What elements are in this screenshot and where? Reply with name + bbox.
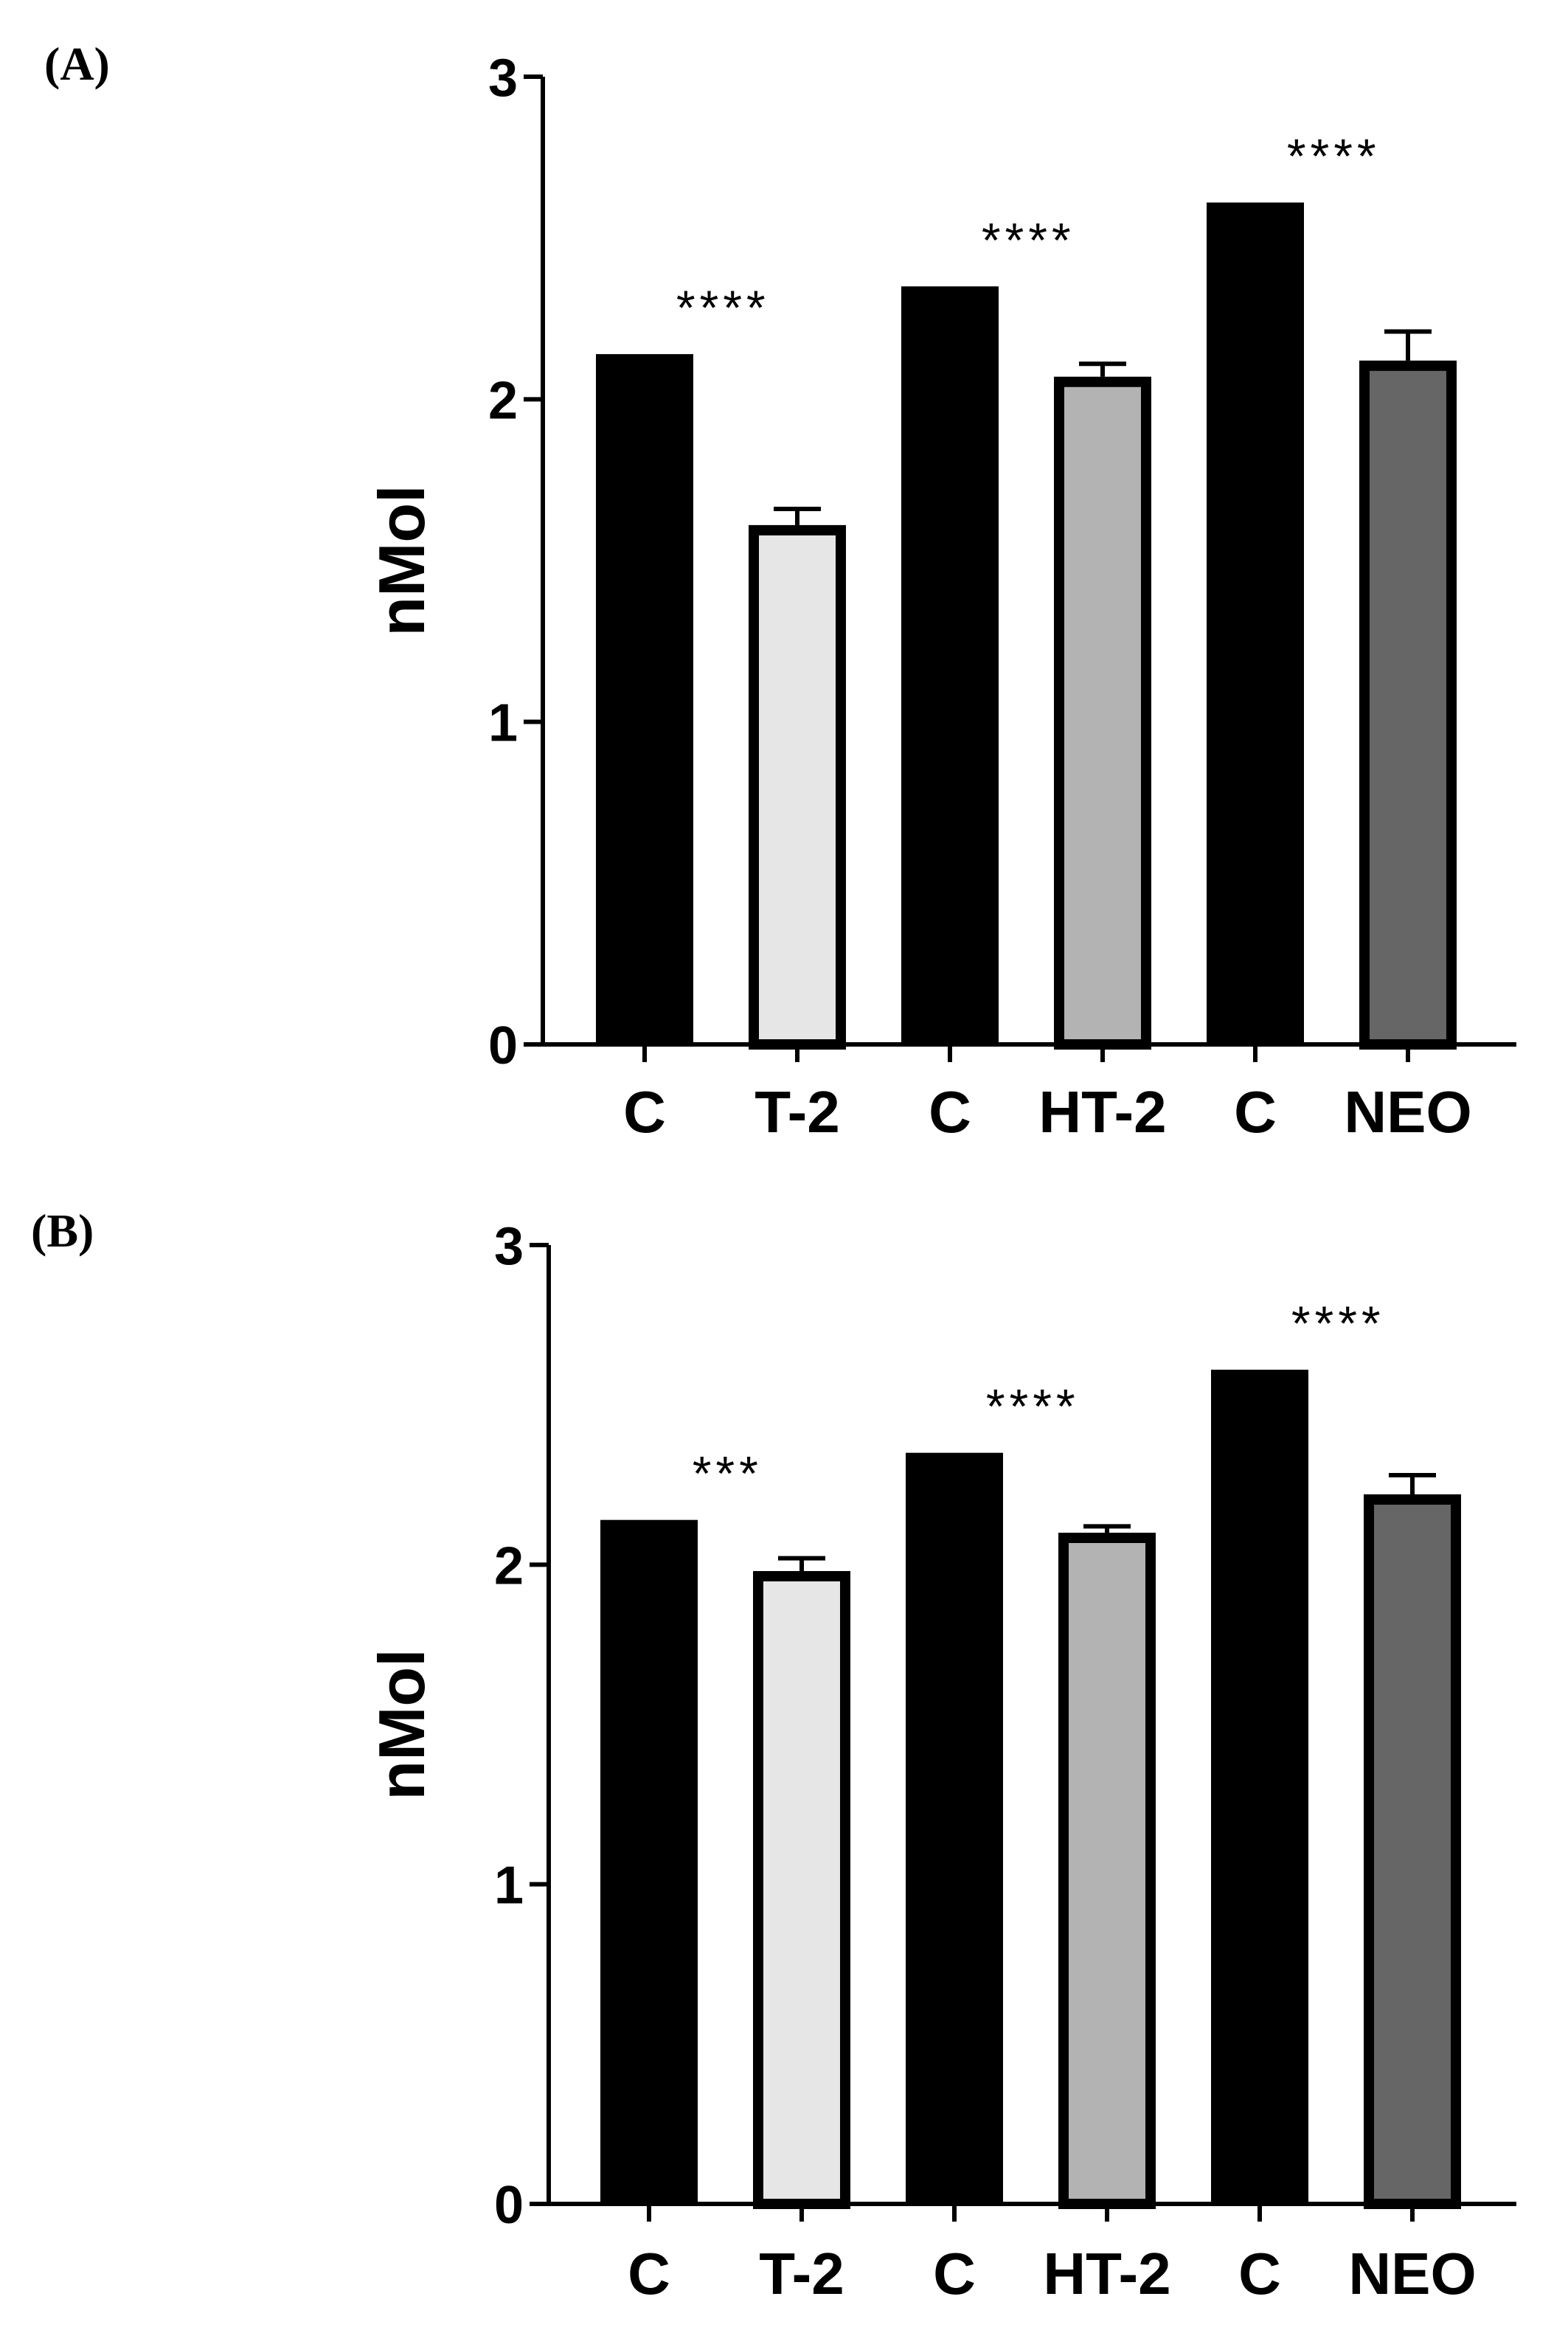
x-tick-label: T-2 — [754, 1079, 840, 1145]
y-tick-label: 2 — [488, 371, 518, 430]
significance-label: *** — [690, 1446, 760, 1501]
bar — [1054, 376, 1151, 1050]
x-tick-label: C — [623, 1079, 666, 1145]
panel-label: (A) — [44, 38, 110, 90]
bar — [1207, 202, 1304, 1044]
bar — [1211, 1370, 1308, 2204]
bar — [1364, 1494, 1461, 2209]
significance-label: **** — [1285, 129, 1378, 184]
bar — [753, 1571, 850, 2209]
y-tick-label: 2 — [494, 1536, 524, 1595]
significance-label: **** — [984, 1379, 1078, 1434]
y-tick-label: 0 — [494, 2176, 524, 2235]
significance-label: **** — [674, 280, 768, 335]
panel-a: (A) nMol 0 1 2 3 C T-2 C HT-2 C NEO **** **** **** — [44, 38, 1516, 1145]
y-axis-title: nMol — [365, 485, 438, 636]
x-tick-label: C — [628, 2241, 670, 2306]
y-tick-label: 1 — [488, 694, 518, 753]
x-tick-label: C — [1234, 1079, 1277, 1145]
y-tick-label: 3 — [494, 1217, 524, 1276]
y-tick-label: 3 — [488, 49, 518, 108]
x-tick-label: HT-2 — [1038, 1079, 1166, 1145]
bar — [600, 1519, 698, 2204]
bar — [1058, 1533, 1156, 2209]
x-tick-label: HT-2 — [1043, 2241, 1170, 2306]
x-tick-label: C — [1238, 2241, 1281, 2306]
bar — [749, 524, 846, 1050]
significance-label: **** — [1289, 1296, 1383, 1351]
panel-label: (B) — [31, 1204, 94, 1257]
y-tick-label: 1 — [494, 1857, 524, 1916]
x-tick-label: NEO — [1344, 1079, 1471, 1145]
x-tick-label: C — [929, 1079, 971, 1145]
bar — [906, 1452, 1003, 2204]
x-tick-label: C — [933, 2241, 976, 2306]
y-axis-title: nMol — [365, 1649, 438, 1800]
y-tick-label: 0 — [488, 1016, 518, 1075]
significance-label: **** — [979, 212, 1073, 267]
bar — [596, 354, 693, 1044]
bar — [901, 286, 999, 1045]
x-tick-label: NEO — [1348, 2241, 1476, 2306]
x-tick-label: T-2 — [759, 2241, 844, 2306]
bar — [1359, 360, 1457, 1050]
